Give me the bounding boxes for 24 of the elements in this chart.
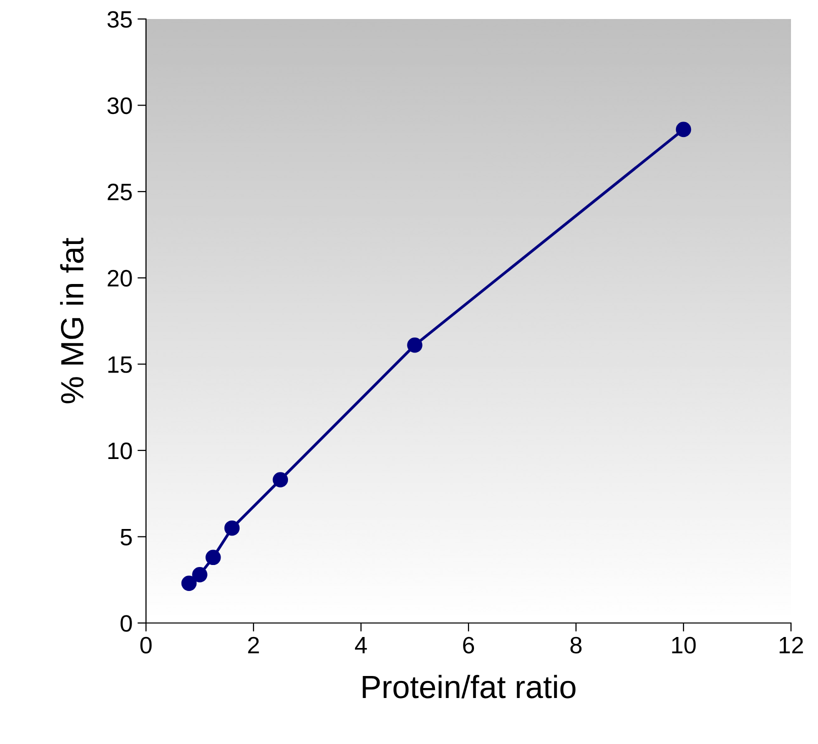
x-tick-label: 0 <box>140 636 152 654</box>
y-tick-label: 15 <box>108 356 132 373</box>
point <box>181 576 197 591</box>
point <box>407 338 422 353</box>
x-tick-label: 12 <box>780 636 803 654</box>
y-tick-label: 0 <box>120 615 132 632</box>
y-tick-label: 35 <box>107 11 132 28</box>
y-tick-label: 10 <box>108 442 132 460</box>
x-tick-label: 6 <box>463 636 474 654</box>
y-tick-label: 5 <box>120 529 132 546</box>
x-tick-label: 2 <box>248 636 259 654</box>
point <box>224 520 240 536</box>
x-tick-label: 10 <box>672 636 696 654</box>
y-axis-title: % MG in fat <box>60 238 84 404</box>
x-axis-title: Protein/fat ratio <box>362 674 576 698</box>
y-tick-label: 20 <box>108 270 132 287</box>
x-tick-label: 8 <box>570 636 582 654</box>
point <box>676 122 692 138</box>
point <box>272 472 288 488</box>
x-tick-label: 4 <box>354 637 367 654</box>
y-tick-label: 25 <box>108 184 132 200</box>
point <box>206 550 221 566</box>
point <box>192 567 208 582</box>
y-tick-label: 30 <box>107 97 132 114</box>
